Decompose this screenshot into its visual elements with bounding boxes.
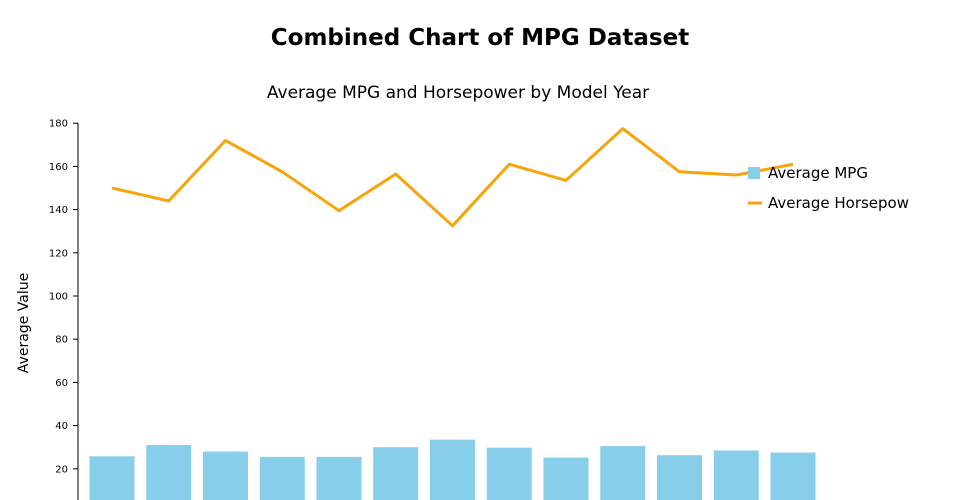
y-tick-label: 40 [55, 421, 68, 432]
mpg-bar [543, 457, 589, 500]
legend-label-mpg: Average MPG [768, 164, 868, 182]
mpg-bar [486, 447, 532, 500]
y-tick-label: 80 [55, 335, 68, 346]
legend: Average MPG Average Horsepow [748, 164, 909, 212]
horsepower-line [111, 127, 794, 228]
chart-subtitle: Average MPG and Horsepower by Model Year [267, 83, 649, 103]
y-tick-label: 20 [55, 464, 68, 475]
mpg-bar [203, 451, 248, 500]
mpg-bar [316, 456, 362, 500]
mpg-bar [600, 446, 646, 500]
mpg-bar [713, 450, 759, 500]
y-tick-label: 140 [49, 205, 68, 216]
chart-title: Combined Chart of MPG Dataset [271, 25, 689, 51]
legend-label-horsepower: Average Horsepow [768, 194, 909, 212]
legend-swatch-mpg [748, 167, 760, 179]
mpg-bar [430, 439, 475, 500]
y-axis-ticks: 20 40 60 80 100 120 140 160 180 [49, 119, 78, 475]
mpg-bar [770, 452, 816, 500]
y-tick-label: 120 [49, 248, 68, 259]
mpg-bars [89, 439, 816, 500]
mpg-bar [146, 445, 192, 500]
y-tick-label: 160 [49, 162, 68, 173]
horsepower-line-group [111, 127, 794, 228]
y-tick-label: 60 [55, 378, 68, 389]
mpg-bar [657, 455, 702, 500]
mpg-bar [373, 447, 419, 500]
mpg-bar [89, 456, 135, 500]
mpg-bar [259, 456, 305, 500]
y-axis-label: Average Value [16, 273, 32, 373]
y-tick-label: 100 [49, 292, 68, 303]
y-tick-label: 180 [49, 119, 68, 130]
